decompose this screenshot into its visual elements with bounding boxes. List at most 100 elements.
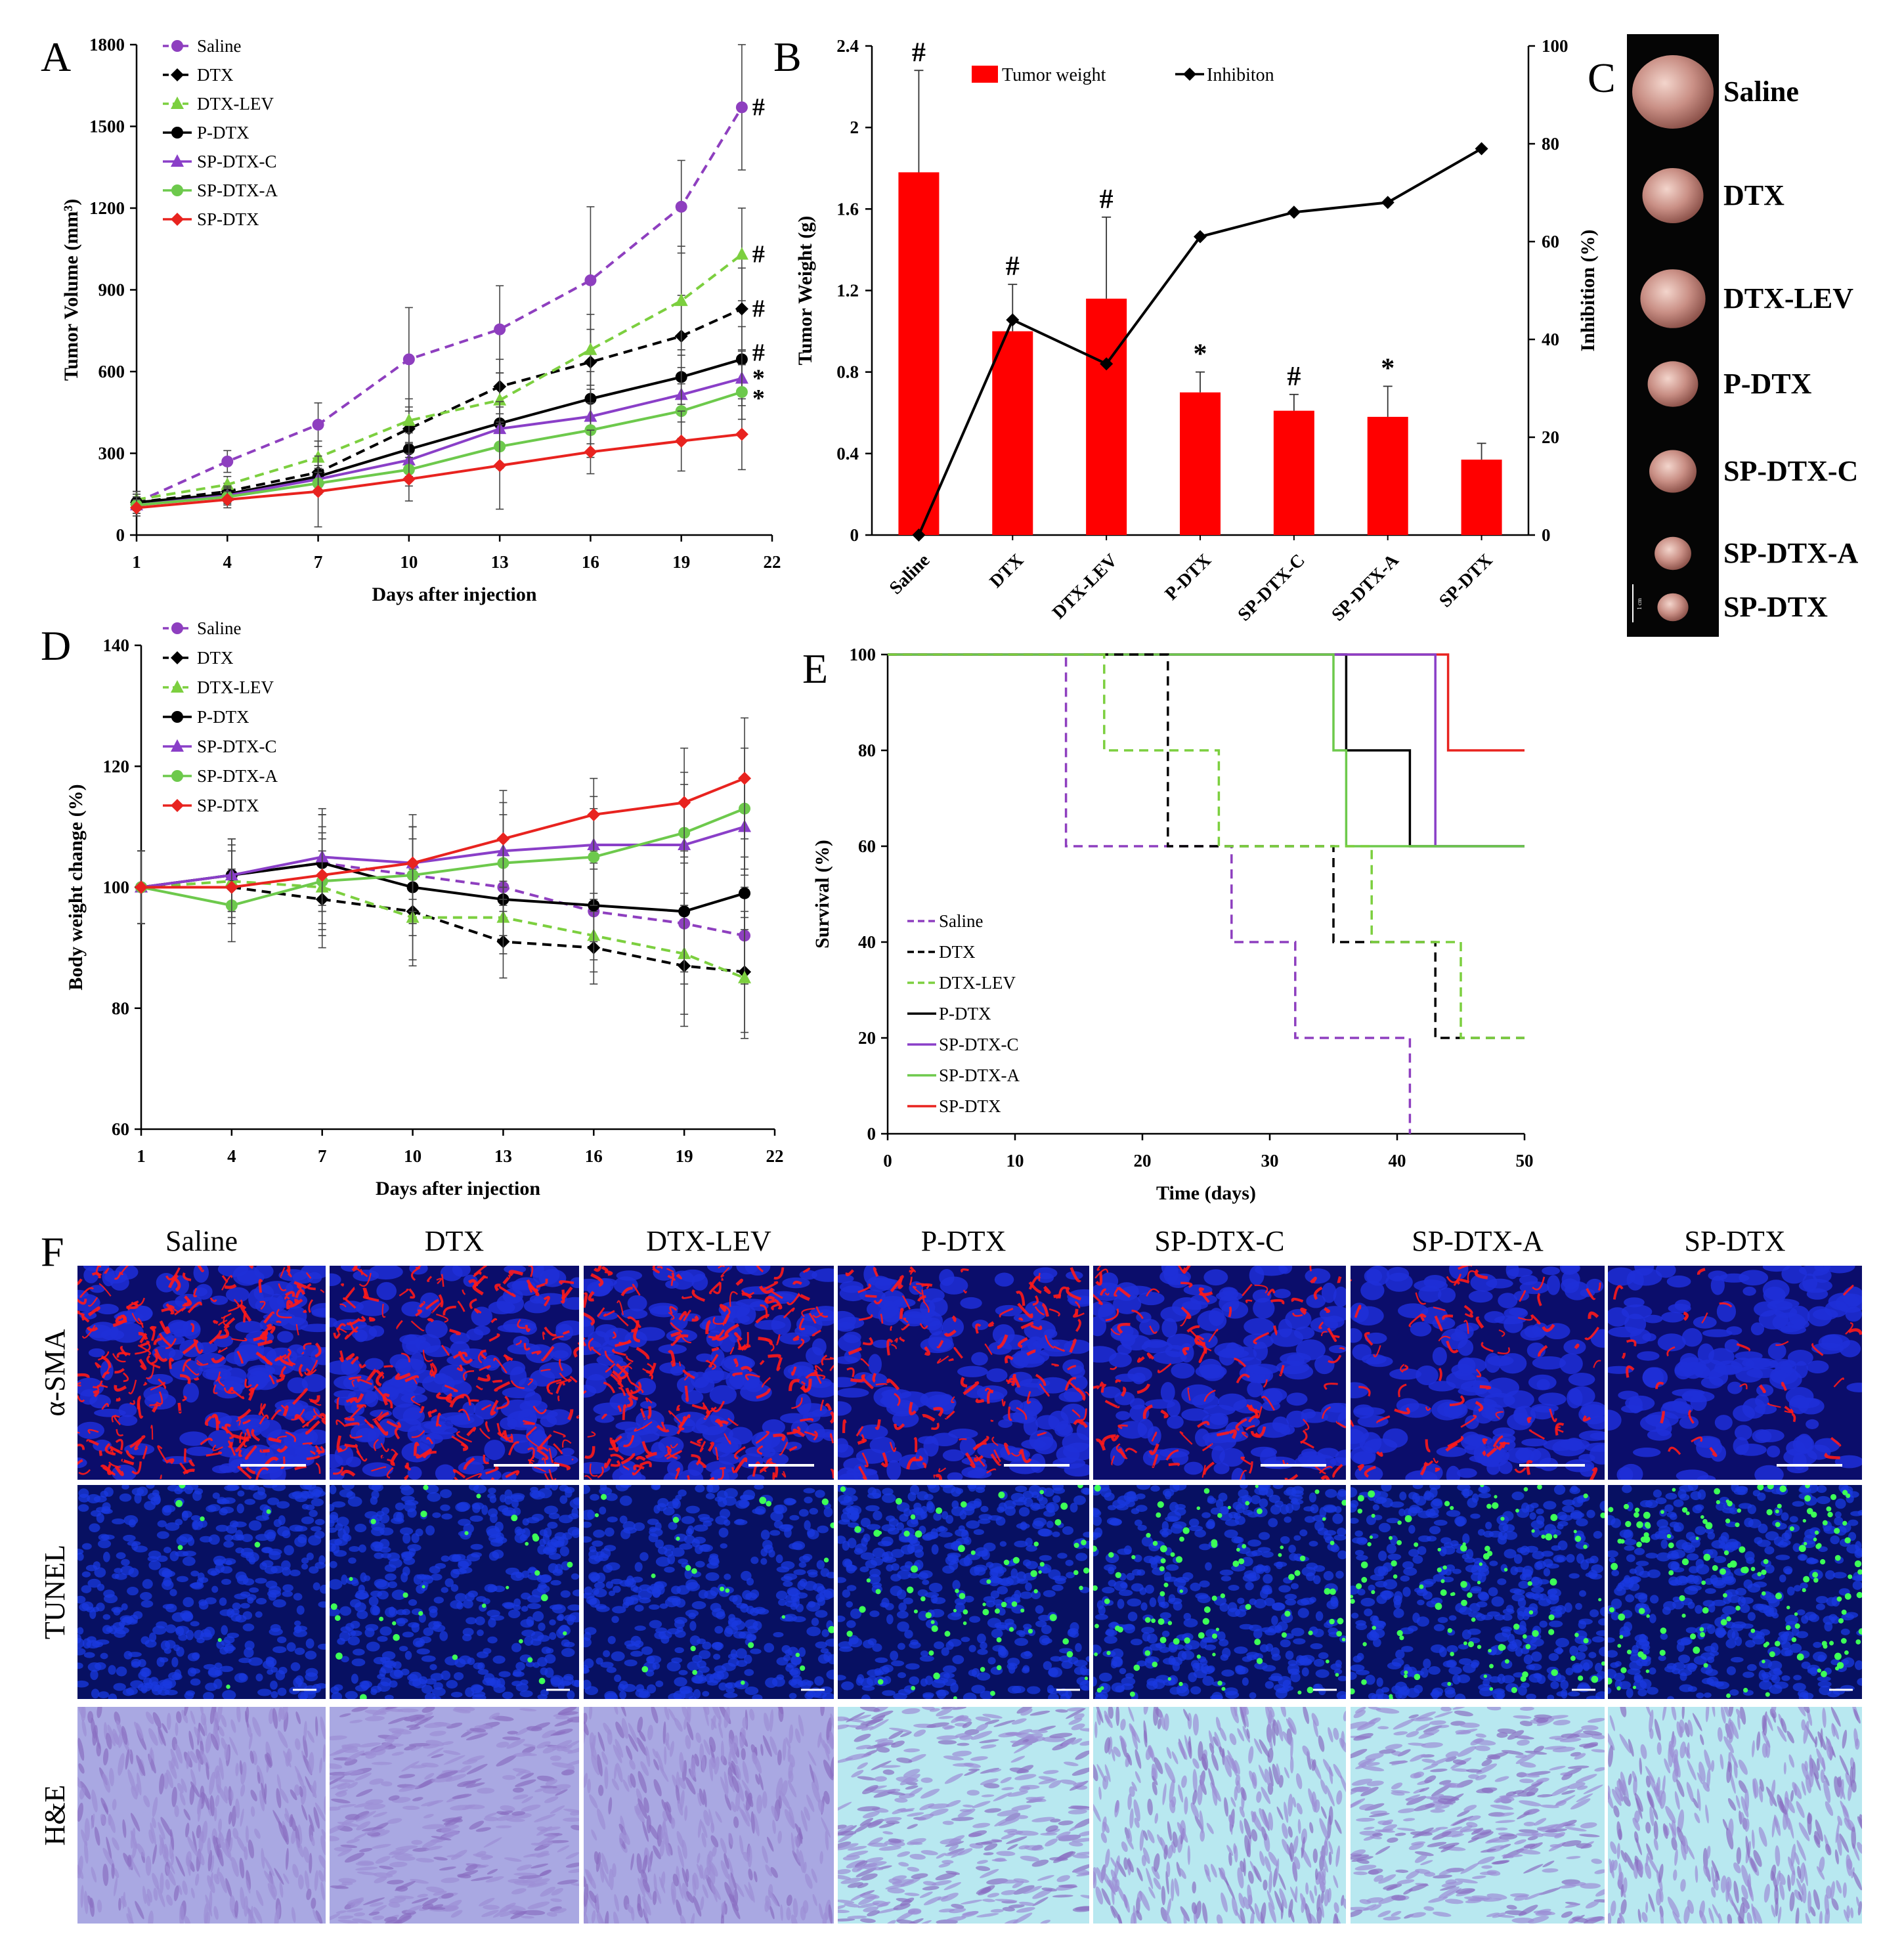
sma-fiber	[493, 1358, 508, 1374]
cell-nucleus	[785, 1737, 791, 1749]
nucleus	[567, 1604, 579, 1611]
nucleus	[780, 1524, 794, 1530]
cell-nucleus	[166, 1857, 175, 1874]
nucleus	[745, 1592, 758, 1601]
cell-nucleus	[443, 1818, 454, 1825]
sma-fiber	[684, 1385, 689, 1402]
nucleus	[293, 1620, 301, 1626]
cell-nucleus	[702, 1884, 708, 1899]
data-point	[584, 445, 597, 459]
sma-fiber	[110, 1448, 114, 1455]
sma-fiber	[990, 1453, 1002, 1466]
nucleus	[652, 1485, 660, 1490]
nucleus	[525, 1662, 535, 1667]
nucleus	[798, 1403, 828, 1417]
nucleus	[903, 1597, 913, 1604]
nucleus	[1073, 1495, 1086, 1505]
sma-fiber	[481, 1404, 492, 1411]
nucleus	[416, 1648, 430, 1655]
nucleus	[471, 1552, 482, 1558]
data-point	[402, 472, 416, 486]
cell-nucleus	[745, 1792, 752, 1811]
sma-fiber	[528, 1266, 534, 1278]
sma-fiber	[304, 1369, 317, 1376]
nucleus	[388, 1606, 396, 1616]
sma-fiber	[860, 1358, 870, 1367]
cell-nucleus	[156, 1885, 165, 1908]
nucleus	[785, 1498, 797, 1505]
nucleus	[790, 1602, 798, 1610]
cell-nucleus	[429, 1731, 446, 1736]
nucleus	[275, 1669, 286, 1681]
nucleus	[652, 1662, 660, 1670]
y-tick-label: 60	[858, 836, 876, 856]
data-point	[312, 418, 324, 431]
nucleus	[259, 1504, 269, 1512]
cell-nucleus	[676, 1899, 682, 1916]
nucleus	[240, 1551, 254, 1559]
cell-nucleus	[381, 1781, 393, 1787]
cell-nucleus	[536, 1741, 551, 1749]
apoptotic-cell	[420, 1511, 427, 1518]
nucleus	[611, 1616, 619, 1624]
apoptotic-cell	[601, 1494, 607, 1500]
nucleus	[603, 1564, 613, 1573]
nucleus	[625, 1597, 639, 1605]
nucleus	[588, 1572, 600, 1581]
cell-nucleus	[703, 1707, 709, 1727]
cell-nucleus	[790, 1914, 798, 1924]
nucleus	[597, 1346, 616, 1357]
nucleus	[1039, 1635, 1050, 1646]
cell-nucleus	[198, 1758, 201, 1773]
tumor-label-dtx: DTX	[1723, 179, 1785, 211]
cell-nucleus	[636, 1737, 648, 1756]
nucleus	[659, 1603, 668, 1609]
cell-nucleus	[506, 1738, 525, 1749]
sma-fiber	[1058, 1286, 1068, 1299]
cell-nucleus	[292, 1864, 299, 1878]
sma-fiber	[1045, 1335, 1054, 1349]
sma-fiber	[336, 1397, 340, 1409]
sma-fiber	[356, 1450, 363, 1459]
sma-fiber	[804, 1430, 816, 1436]
y-tick-label: 1800	[89, 35, 125, 54]
cell-nucleus	[441, 1824, 460, 1830]
nucleus	[277, 1331, 293, 1343]
cell-nucleus	[523, 1744, 536, 1748]
sma-fiber	[454, 1476, 458, 1480]
cell-nucleus	[160, 1817, 173, 1837]
sma-fiber	[496, 1395, 509, 1410]
nucleus	[358, 1544, 366, 1553]
nucleus	[808, 1601, 816, 1608]
sma-fiber	[587, 1431, 596, 1438]
sma-fiber	[358, 1272, 372, 1287]
y-tick-label: 1.6	[836, 199, 859, 219]
nucleus	[94, 1567, 106, 1578]
cell-nucleus	[320, 1835, 326, 1856]
cell-nucleus	[513, 1794, 529, 1800]
cell-nucleus	[450, 1805, 473, 1811]
sma-fiber	[126, 1301, 139, 1310]
sma-fiber	[116, 1397, 121, 1402]
legend-label: SP-DTX-A	[197, 766, 278, 786]
sma-fiber	[104, 1268, 110, 1274]
sma-fiber	[630, 1389, 634, 1393]
cell-nucleus	[118, 1753, 125, 1776]
cell-nucleus	[465, 1782, 485, 1788]
cell-nucleus	[389, 1861, 408, 1868]
nucleus	[559, 1485, 569, 1492]
legend-item-sp-dtx-a: SP-DTX-A	[907, 1065, 1020, 1085]
nucleus	[674, 1647, 684, 1654]
sma-fiber	[131, 1312, 144, 1325]
survival-curve-sp-dtx-a	[888, 653, 1525, 848]
nucleus	[212, 1492, 220, 1499]
cell-nucleus	[216, 1845, 224, 1867]
nucleus	[236, 1503, 244, 1514]
nucleus	[814, 1676, 824, 1686]
cell-nucleus	[388, 1717, 408, 1725]
data-point	[402, 353, 415, 366]
nucleus	[399, 1646, 408, 1652]
cell-nucleus	[190, 1887, 195, 1899]
apoptotic-cell	[175, 1499, 183, 1507]
nucleus	[1012, 1685, 1026, 1694]
